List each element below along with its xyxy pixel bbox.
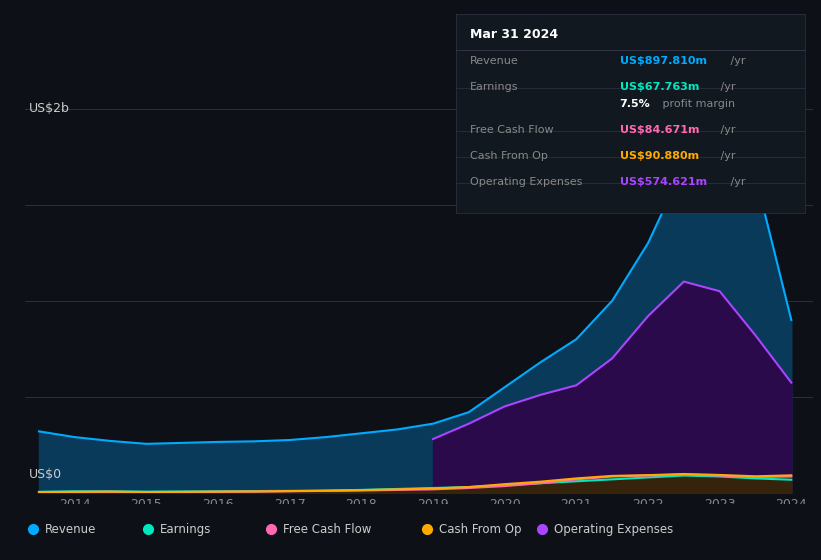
Text: /yr: /yr	[727, 177, 745, 187]
Text: US$84.671m: US$84.671m	[620, 125, 699, 136]
Text: US$67.763m: US$67.763m	[620, 82, 699, 92]
Text: Cash From Op: Cash From Op	[470, 151, 548, 161]
Text: US$574.621m: US$574.621m	[620, 177, 707, 187]
Text: /yr: /yr	[718, 82, 736, 92]
Text: US$897.810m: US$897.810m	[620, 56, 707, 66]
Text: 7.5%: 7.5%	[620, 100, 650, 110]
Text: Earnings: Earnings	[160, 522, 212, 536]
Text: US$2b: US$2b	[29, 102, 70, 115]
Text: /yr: /yr	[718, 151, 736, 161]
Text: profit margin: profit margin	[658, 100, 735, 110]
Text: Cash From Op: Cash From Op	[439, 522, 521, 536]
Text: Revenue: Revenue	[470, 56, 518, 66]
Text: /yr: /yr	[727, 56, 745, 66]
Text: Mar 31 2024: Mar 31 2024	[470, 28, 557, 41]
Text: Revenue: Revenue	[45, 522, 97, 536]
Text: Free Cash Flow: Free Cash Flow	[283, 522, 372, 536]
Text: Earnings: Earnings	[470, 82, 518, 92]
Text: Operating Expenses: Operating Expenses	[554, 522, 673, 536]
Text: US$0: US$0	[29, 468, 62, 480]
Text: Free Cash Flow: Free Cash Flow	[470, 125, 553, 136]
Text: /yr: /yr	[718, 125, 736, 136]
Text: Operating Expenses: Operating Expenses	[470, 177, 582, 187]
Text: US$90.880m: US$90.880m	[620, 151, 699, 161]
